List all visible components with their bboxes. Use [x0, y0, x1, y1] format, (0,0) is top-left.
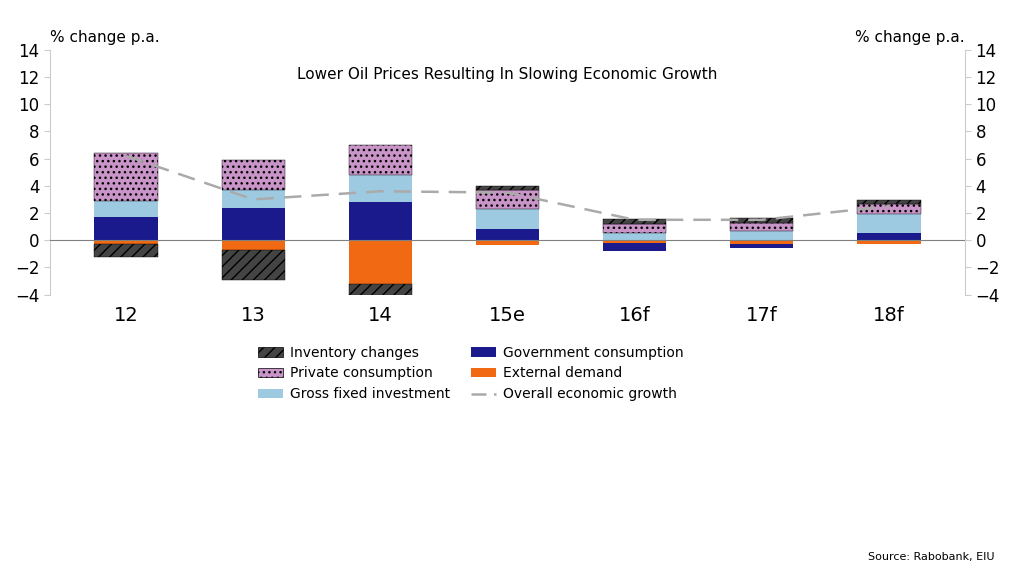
- Bar: [221, 190, 285, 208]
- Bar: [857, 234, 921, 240]
- Bar: [603, 233, 667, 240]
- Text: Source: Rabobank, EIU: Source: Rabobank, EIU: [868, 552, 995, 562]
- Bar: [476, 190, 539, 209]
- Bar: [603, 219, 667, 224]
- Bar: [476, 209, 539, 229]
- Bar: [857, 240, 921, 244]
- Bar: [221, 160, 285, 190]
- Bar: [348, 284, 412, 328]
- Bar: [476, 229, 539, 240]
- Bar: [730, 231, 794, 240]
- Bar: [730, 222, 794, 231]
- Bar: [348, 202, 412, 240]
- Legend: Inventory changes, Private consumption, Gross fixed investment, Government consu: Inventory changes, Private consumption, …: [258, 346, 684, 401]
- Bar: [94, 153, 158, 201]
- Bar: [857, 204, 921, 215]
- Bar: [94, 217, 158, 240]
- Bar: [603, 240, 667, 243]
- Bar: [94, 201, 158, 217]
- Text: Lower Oil Prices Resulting In Slowing Economic Growth: Lower Oil Prices Resulting In Slowing Ec…: [297, 67, 718, 82]
- Text: % change p.a.: % change p.a.: [50, 30, 159, 45]
- Bar: [221, 208, 285, 240]
- Bar: [730, 218, 794, 222]
- Bar: [730, 240, 794, 244]
- Bar: [476, 240, 539, 245]
- Bar: [857, 200, 921, 204]
- Bar: [857, 215, 921, 234]
- Bar: [476, 186, 539, 190]
- Bar: [603, 243, 667, 251]
- Bar: [348, 145, 412, 175]
- Bar: [94, 244, 158, 257]
- Bar: [94, 240, 158, 244]
- Bar: [603, 224, 667, 233]
- Bar: [221, 250, 285, 280]
- Bar: [348, 175, 412, 202]
- Text: % change p.a.: % change p.a.: [856, 30, 965, 45]
- Bar: [221, 240, 285, 250]
- Bar: [348, 240, 412, 284]
- Bar: [730, 244, 794, 248]
